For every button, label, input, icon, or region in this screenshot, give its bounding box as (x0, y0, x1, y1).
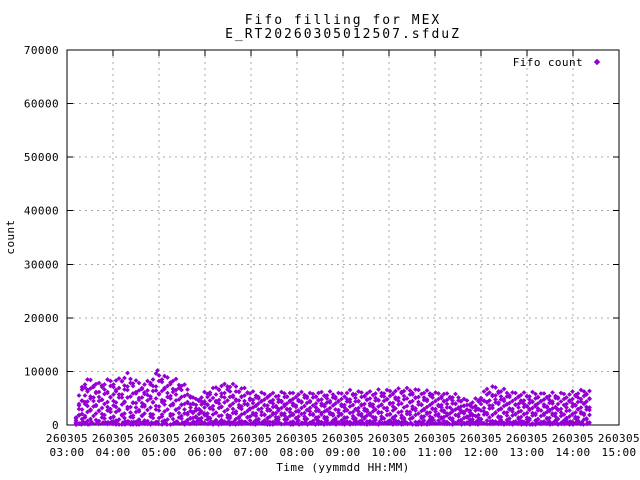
x-tick-label-time: 07:00 (233, 446, 268, 459)
x-tick-label-time: 10:00 (371, 446, 406, 459)
x-tick-label-time: 04:00 (95, 446, 130, 459)
x-axis-label: Time (yymmdd HH:MM) (276, 461, 409, 474)
y-tick-label: 10000 (24, 365, 59, 378)
x-tick-label-time: 08:00 (279, 446, 314, 459)
x-tick-label-date: 260305 (414, 432, 456, 445)
y-tick-label: 0 (52, 419, 59, 432)
y-tick-label: 50000 (24, 151, 59, 164)
x-tick-label-date: 260305 (506, 432, 548, 445)
x-tick-label-date: 260305 (552, 432, 594, 445)
x-tick-label-time: 15:00 (601, 446, 636, 459)
x-tick-label-date: 260305 (276, 432, 318, 445)
gridlines (67, 50, 619, 425)
x-tick-label-time: 11:00 (417, 446, 452, 459)
x-tick-label-time: 06:00 (187, 446, 222, 459)
y-tick-label: 30000 (24, 258, 59, 271)
y-tick-label: 60000 (24, 98, 59, 111)
x-tick-label-time: 05:00 (141, 446, 176, 459)
chart-title: Fifo filling for MEX (245, 13, 442, 28)
y-tick-label: 20000 (24, 312, 59, 325)
legend-label: Fifo count (513, 56, 583, 69)
data-points-scatter (73, 368, 592, 427)
x-tick-label-date: 260305 (460, 432, 502, 445)
x-tick-label-date: 260305 (368, 432, 410, 445)
x-tick-label-date: 260305 (598, 432, 640, 445)
x-tick-label-time: 13:00 (509, 446, 544, 459)
x-tick-label-date: 260305 (322, 432, 364, 445)
chart-subtitle: E_RT20260305012507.sfduZ (225, 27, 461, 42)
x-tick-label-date: 260305 (230, 432, 272, 445)
x-tick-label-date: 260305 (46, 432, 88, 445)
x-tick-label-time: 09:00 (325, 446, 360, 459)
x-tick-label-date: 260305 (92, 432, 134, 445)
x-tick-label-date: 260305 (184, 432, 226, 445)
y-tick-label: 70000 (24, 44, 59, 57)
x-tick-label-time: 03:00 (49, 446, 84, 459)
x-tick-label-time: 12:00 (463, 446, 498, 459)
x-tick-labels: 26030503:0026030504:0026030505:002603050… (46, 432, 640, 459)
legend-marker-diamond-icon (593, 58, 601, 66)
x-tick-label-time: 14:00 (555, 446, 590, 459)
y-axis-label: count (4, 219, 17, 254)
y-tick-labels: 0 10000 20000 30000 40000 50000 60000 70000 (24, 44, 59, 432)
x-tick-label-date: 260305 (138, 432, 180, 445)
y-tick-label: 40000 (24, 205, 59, 218)
